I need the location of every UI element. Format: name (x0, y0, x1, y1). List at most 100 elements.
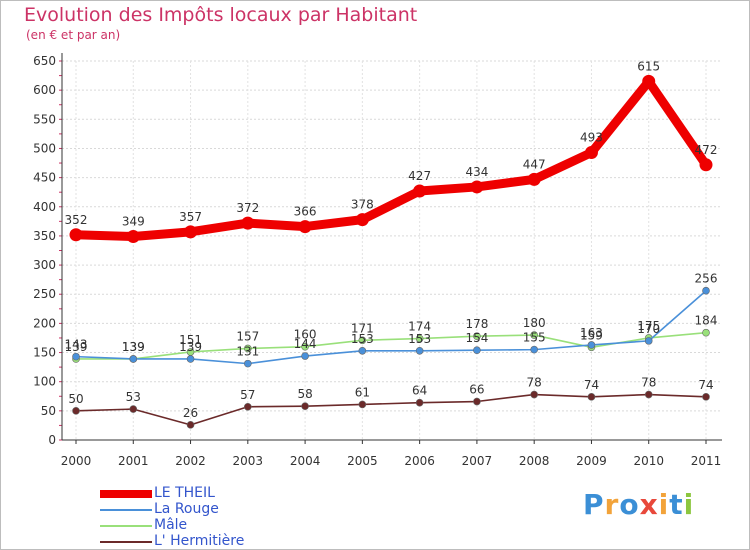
data-label: 139 (179, 340, 202, 354)
y-tick-label: 200 (33, 316, 56, 330)
data-label: 372 (236, 201, 259, 215)
data-label: 447 (523, 157, 546, 171)
data-point (126, 230, 140, 244)
data-label: 74 (698, 378, 713, 392)
data-label: 349 (122, 215, 145, 229)
x-tick-label: 2008 (519, 454, 550, 468)
legend-label: L' Hermitière (154, 533, 245, 549)
data-point (186, 421, 195, 429)
data-label: 153 (351, 332, 374, 346)
data-label: 74 (584, 378, 599, 392)
brand-letter: r (604, 488, 620, 521)
data-point (527, 172, 541, 186)
y-tick-label: 400 (33, 200, 56, 214)
data-label: 434 (465, 165, 488, 179)
y-tick-label: 50 (41, 404, 56, 418)
data-point (241, 216, 255, 230)
y-tick-label: 150 (33, 346, 56, 360)
brand-letter: P (583, 488, 605, 521)
data-point (129, 355, 138, 363)
data-point (415, 346, 424, 355)
legend-swatch (100, 525, 152, 527)
data-label: 66 (469, 383, 484, 397)
data-point (473, 332, 481, 341)
data-point (186, 355, 195, 363)
data-point (587, 341, 596, 349)
data-label: 50 (68, 392, 83, 406)
x-tick-label: 2000 (61, 454, 92, 468)
brand-letter: o (619, 488, 640, 521)
legend-label: LE THEIL (154, 485, 215, 501)
data-point (358, 346, 367, 355)
brand-letter: i (683, 488, 695, 521)
legend-item: La Rouge (100, 501, 300, 518)
y-tick-label: 600 (33, 83, 56, 97)
data-label: 160 (294, 328, 317, 342)
legend-item: LE THEIL (100, 485, 300, 502)
data-label: 139 (122, 340, 145, 354)
data-point (415, 334, 424, 343)
data-label: 175 (637, 319, 660, 333)
brand-letter: x (639, 488, 659, 521)
data-point (702, 328, 710, 337)
brand-letter: i (658, 488, 670, 521)
legend-swatch (100, 490, 152, 498)
legend-label: La Rouge (154, 501, 219, 517)
data-label: 378 (351, 198, 374, 212)
data-label: 57 (240, 388, 255, 402)
data-label: 155 (523, 331, 546, 345)
data-label: 180 (523, 316, 546, 330)
data-point (702, 393, 710, 401)
data-label: 26 (183, 406, 198, 420)
data-point (72, 352, 80, 361)
data-point (413, 184, 427, 198)
data-point (702, 286, 710, 295)
legend-item: Mâle (100, 517, 300, 534)
data-point (530, 345, 538, 354)
data-point (358, 400, 367, 409)
data-label: 352 (65, 213, 88, 227)
data-point (358, 336, 367, 345)
x-tick-label: 2001 (118, 454, 149, 468)
data-point (129, 405, 138, 413)
data-label: 157 (236, 329, 259, 343)
data-label: 153 (408, 332, 431, 346)
data-label: 427 (408, 169, 431, 183)
data-label: 184 (695, 314, 718, 328)
x-tick-label: 2006 (404, 454, 435, 468)
data-point (355, 213, 369, 227)
data-label: 159 (580, 328, 603, 342)
data-label: 58 (297, 387, 312, 401)
x-tick-label: 2005 (347, 454, 378, 468)
data-point (244, 344, 252, 353)
data-point (244, 359, 252, 368)
x-tick-label: 2010 (633, 454, 664, 468)
data-point (298, 220, 312, 234)
data-label: 178 (465, 317, 488, 331)
data-label: 78 (641, 376, 656, 390)
data-label: 144 (294, 337, 317, 351)
data-point (415, 398, 424, 407)
proxiti-logo: Proxiti (583, 488, 694, 521)
x-tick-label: 2003 (233, 454, 264, 468)
y-tick-label: 0 (48, 433, 56, 447)
series-line-0 (71, 76, 711, 242)
x-tick-label: 2007 (462, 454, 493, 468)
data-point (72, 407, 80, 415)
y-tick-label: 300 (33, 258, 56, 272)
y-tick-label: 550 (33, 112, 56, 126)
legend: LE THEIL La Rouge Mâle L' Hermitière (100, 485, 300, 550)
y-tick-label: 250 (33, 287, 56, 301)
data-point (473, 346, 481, 355)
x-tick-label: 2011 (691, 454, 722, 468)
y-tick-label: 650 (33, 54, 56, 68)
data-label: 143 (65, 338, 88, 352)
chart-subtitle: (en € et par an) (26, 28, 121, 42)
legend-swatch (100, 509, 152, 511)
data-label: 171 (351, 321, 374, 335)
legend-label: Mâle (154, 517, 188, 533)
data-point (301, 402, 309, 410)
data-point (244, 402, 252, 411)
data-label: 163 (580, 326, 603, 340)
data-point (530, 390, 538, 399)
